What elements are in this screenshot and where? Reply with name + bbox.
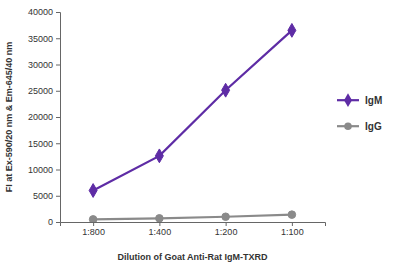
x-axis: 1:800 1:400 1:200 1:100 [61,222,326,237]
y-tick-mark [56,143,60,144]
series-group [89,23,296,222]
y-tick: 5000 [33,191,60,201]
x-tick: 1:200 [215,222,238,237]
y-tick-label: 40000 [28,7,53,17]
x-tick: 1:800 [82,222,105,237]
series-marker [89,184,97,198]
y-tick-label: 25000 [28,86,53,96]
legend: IgM IgG [337,93,382,131]
x-axis-line [61,223,326,227]
series-marker [288,211,296,219]
series-marker [156,215,164,222]
y-tick-label: 30000 [28,60,53,70]
legend-marker [344,122,352,130]
series-marker [155,149,163,163]
series-marker [288,23,296,37]
series-marker [89,216,97,222]
x-tick: 1:100 [281,222,304,237]
legend-entry: IgG [337,121,382,132]
x-tick-mark [93,222,94,226]
x-tick-mark [159,222,160,226]
y-tick: 30000 [28,60,60,70]
x-tick-label: 1:800 [82,227,105,237]
y-tick: 20000 [28,112,60,122]
y-tick-mark [56,65,60,66]
x-tick-label: 1:200 [215,227,238,237]
y-tick-mark [56,170,60,171]
y-axis-title: FI at Ex-590/20 nm & Em-645/40 nm [4,42,14,193]
y-tick: 0 [48,217,60,227]
legend-entry: IgM [337,93,382,107]
y-tick-label: 5000 [33,191,53,201]
series-marker [222,213,230,221]
series-line [93,30,292,190]
y-tick-mark [56,196,60,197]
y-tick-label: 35000 [28,34,53,44]
legend-marker [344,93,352,107]
y-tick-mark [56,38,60,39]
y-axis: 0 5000 10000 15000 20000 25000 30000 35000 40000 [28,7,61,227]
y-tick-mark [56,12,60,13]
y-axis-line [56,13,61,223]
x-tick-label: 1:100 [281,227,304,237]
y-tick-mark [56,117,60,118]
y-tick-label: 15000 [28,139,53,149]
y-tick-label: 10000 [28,165,53,175]
x-tick: 1:400 [149,222,172,237]
y-tick-mark [56,91,60,92]
y-tick-label: 0 [48,217,53,227]
x-axis-title: Dilution of Goat Anti-Rat IgM-TXRD [117,252,268,262]
series-line [93,215,292,220]
legend-label: IgM [365,95,382,106]
y-tick: 40000 [28,7,60,17]
y-tick: 35000 [28,34,60,44]
y-tick-mark [56,222,60,223]
x-tick-label: 1:400 [149,227,172,237]
chart: 0 5000 10000 15000 20000 25000 30000 35000 40000… [0,0,400,270]
x-tick-mark [292,222,293,226]
y-tick: 10000 [28,165,60,175]
x-tick-mark [226,222,227,226]
y-tick-label: 20000 [28,112,53,122]
legend-label: IgG [365,121,382,132]
y-tick: 15000 [28,139,60,149]
plot: 0 5000 10000 15000 20000 25000 30000 35000 40000… [28,7,326,237]
y-tick: 25000 [28,86,60,96]
series-marker [222,83,230,97]
